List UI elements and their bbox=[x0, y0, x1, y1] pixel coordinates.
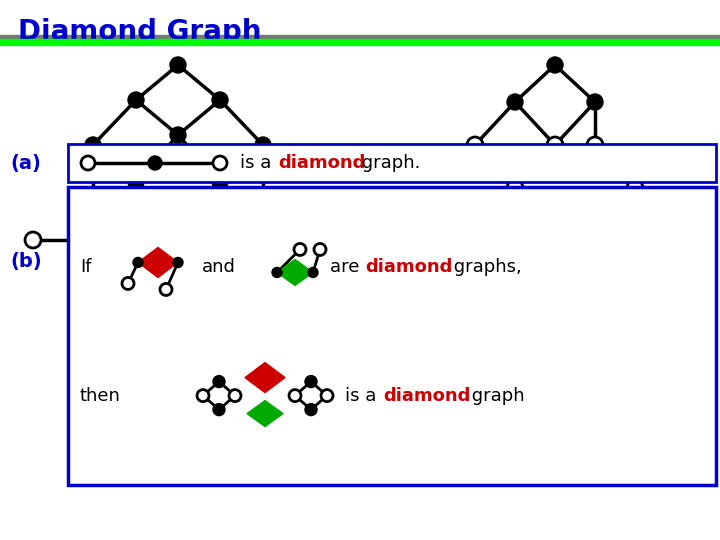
Text: (b): (b) bbox=[10, 252, 42, 271]
Circle shape bbox=[467, 310, 483, 326]
Bar bbox=[0, 39, 720, 45]
Circle shape bbox=[507, 180, 523, 196]
Circle shape bbox=[627, 224, 643, 240]
Circle shape bbox=[587, 137, 603, 153]
Circle shape bbox=[547, 224, 563, 240]
Circle shape bbox=[25, 232, 41, 248]
Circle shape bbox=[507, 354, 523, 370]
Polygon shape bbox=[138, 247, 178, 278]
Circle shape bbox=[160, 284, 172, 295]
Circle shape bbox=[305, 403, 317, 416]
Circle shape bbox=[212, 174, 228, 190]
Text: then: then bbox=[80, 387, 121, 404]
Text: graph.: graph. bbox=[356, 154, 420, 172]
Circle shape bbox=[272, 267, 282, 278]
Circle shape bbox=[547, 137, 563, 153]
Circle shape bbox=[173, 258, 183, 267]
Circle shape bbox=[128, 272, 144, 288]
Text: diamond: diamond bbox=[278, 154, 365, 172]
Circle shape bbox=[314, 244, 326, 255]
Circle shape bbox=[467, 137, 483, 153]
Text: graph: graph bbox=[466, 387, 525, 404]
Circle shape bbox=[507, 94, 523, 110]
Circle shape bbox=[587, 310, 603, 326]
Text: is a: is a bbox=[345, 387, 382, 404]
Bar bbox=[68, 144, 716, 182]
Circle shape bbox=[212, 272, 228, 288]
Circle shape bbox=[587, 94, 603, 110]
Text: is a: is a bbox=[240, 154, 277, 172]
Text: Diamond Graph: Diamond Graph bbox=[18, 18, 261, 46]
Circle shape bbox=[305, 376, 317, 388]
Text: and: and bbox=[202, 259, 236, 276]
Circle shape bbox=[170, 367, 186, 383]
Circle shape bbox=[122, 278, 134, 289]
Bar bbox=[0, 35, 720, 40]
Bar bbox=[68, 187, 716, 485]
Circle shape bbox=[128, 332, 144, 348]
Circle shape bbox=[128, 174, 144, 190]
Text: (a): (a) bbox=[10, 153, 41, 172]
Circle shape bbox=[85, 232, 101, 248]
Circle shape bbox=[81, 156, 95, 170]
Circle shape bbox=[255, 232, 271, 248]
Circle shape bbox=[547, 57, 563, 73]
Circle shape bbox=[320, 232, 336, 248]
Circle shape bbox=[321, 389, 333, 402]
Circle shape bbox=[213, 156, 227, 170]
Circle shape bbox=[85, 137, 101, 153]
Circle shape bbox=[212, 92, 228, 108]
Circle shape bbox=[213, 403, 225, 416]
Circle shape bbox=[128, 92, 144, 108]
Text: diamond: diamond bbox=[365, 259, 452, 276]
Circle shape bbox=[170, 57, 186, 73]
Text: are: are bbox=[330, 259, 365, 276]
Circle shape bbox=[289, 389, 301, 402]
Circle shape bbox=[170, 207, 186, 223]
Circle shape bbox=[627, 180, 643, 196]
Polygon shape bbox=[247, 401, 283, 427]
Text: graphs,: graphs, bbox=[448, 259, 522, 276]
Polygon shape bbox=[245, 362, 285, 393]
Circle shape bbox=[308, 267, 318, 278]
Circle shape bbox=[197, 389, 209, 402]
Circle shape bbox=[148, 156, 162, 170]
Circle shape bbox=[294, 244, 306, 255]
Circle shape bbox=[587, 267, 603, 283]
Text: diamond: diamond bbox=[383, 387, 470, 404]
Circle shape bbox=[170, 302, 186, 318]
Circle shape bbox=[133, 258, 143, 267]
Text: If: If bbox=[80, 259, 91, 276]
Polygon shape bbox=[277, 259, 313, 286]
Circle shape bbox=[467, 224, 483, 240]
Circle shape bbox=[170, 127, 186, 143]
Circle shape bbox=[213, 376, 225, 388]
Circle shape bbox=[507, 267, 523, 283]
Circle shape bbox=[212, 332, 228, 348]
Circle shape bbox=[255, 137, 271, 153]
Circle shape bbox=[229, 389, 241, 402]
